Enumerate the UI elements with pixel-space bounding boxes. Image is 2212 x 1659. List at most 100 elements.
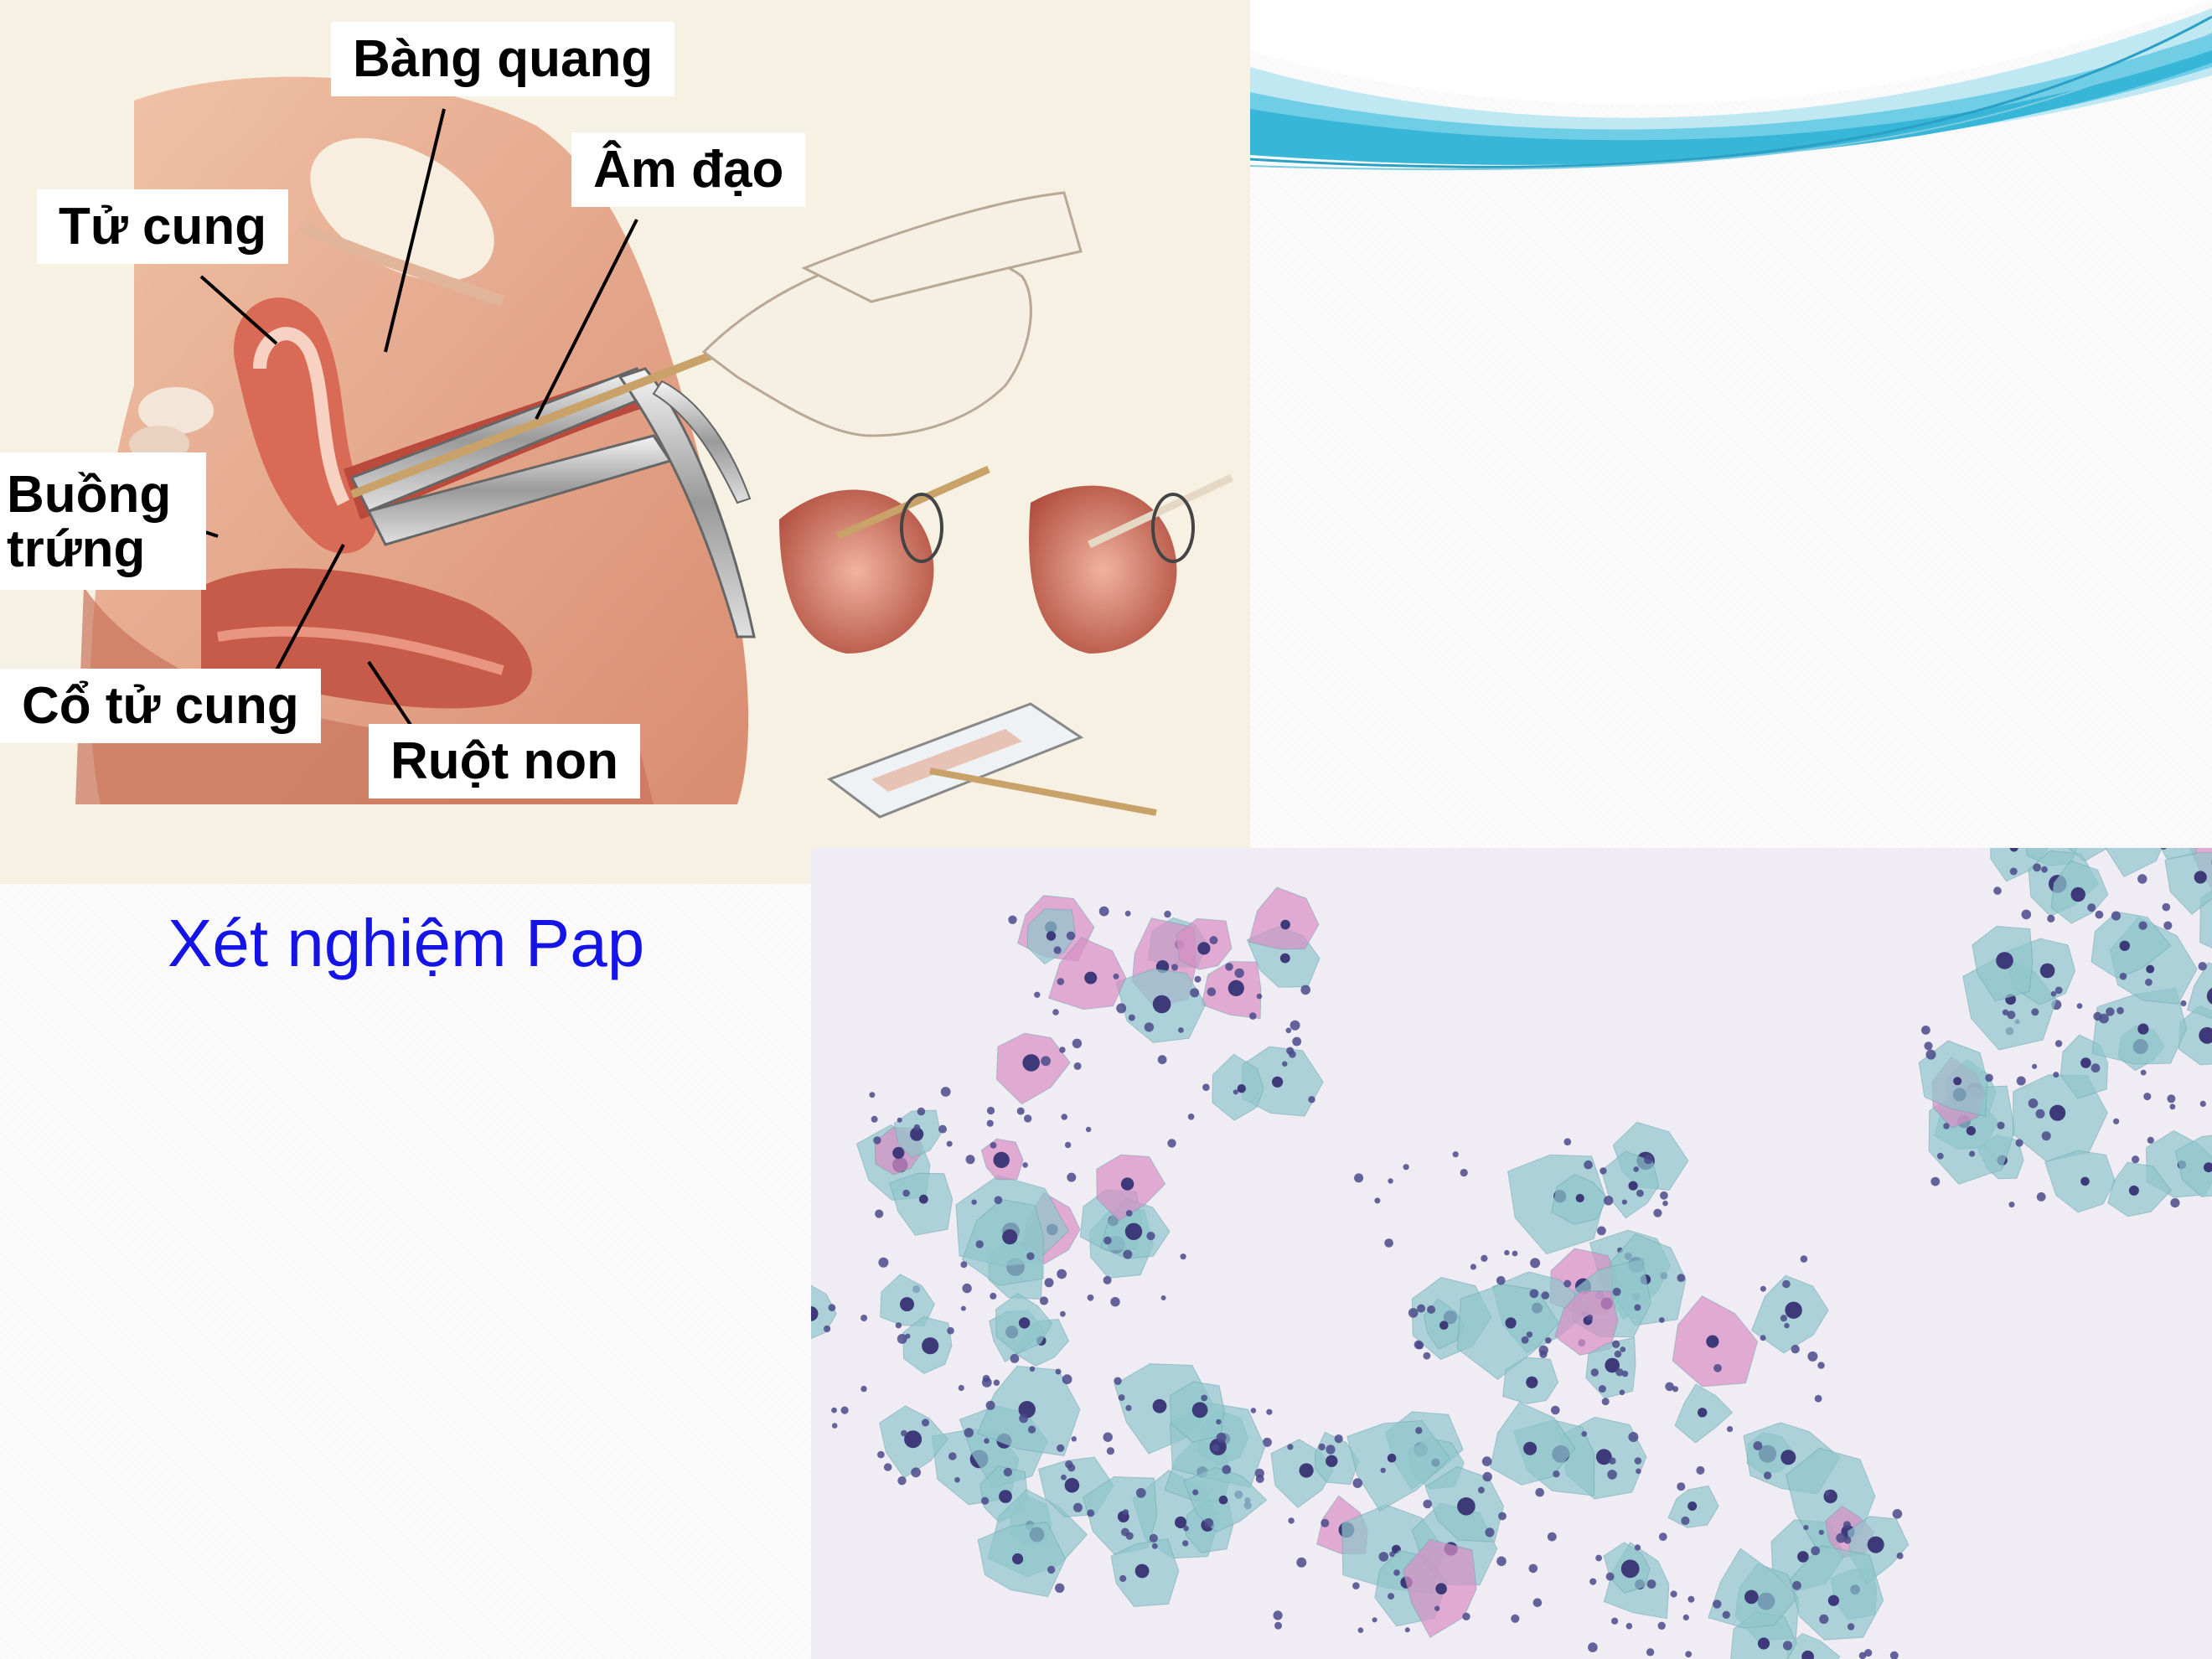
inflammatory-cell — [2095, 910, 2104, 919]
inflammatory-cell — [1320, 1518, 1330, 1527]
label-bladder: Bàng quang — [331, 22, 675, 97]
inflammatory-cell — [1672, 1386, 1679, 1393]
inflammatory-cell — [971, 1199, 977, 1205]
inflammatory-cell — [1061, 1114, 1067, 1120]
inflammatory-cell — [831, 1423, 838, 1429]
inflammatory-cell — [1403, 1164, 1409, 1171]
inflammatory-cell — [1601, 1398, 1610, 1406]
inflammatory-cell — [994, 1196, 1003, 1205]
inflammatory-cell — [1192, 1489, 1199, 1496]
inflammatory-cell — [1526, 1331, 1533, 1338]
inflammatory-cell — [869, 1092, 876, 1098]
inflammatory-cell — [1687, 1595, 1695, 1603]
inflammatory-cell — [1254, 1468, 1264, 1478]
cell-nucleus — [2199, 1026, 2212, 1044]
inflammatory-cell — [1496, 1556, 1507, 1567]
cell-nucleus — [1120, 1177, 1134, 1191]
inflammatory-cell — [2113, 1118, 2120, 1124]
inflammatory-cell — [1611, 1617, 1619, 1625]
squamous-cell — [1314, 1431, 1360, 1486]
inflammatory-cell — [1423, 1351, 1431, 1360]
inflammatory-cell — [985, 1400, 995, 1410]
inflammatory-cell — [1598, 1385, 1606, 1393]
cell-nucleus — [2049, 1104, 2066, 1121]
squamous-cell — [2067, 848, 2108, 862]
decorative-wave — [1250, 0, 2212, 171]
inflammatory-cell — [2132, 1155, 2140, 1164]
inflammatory-cell — [2054, 1040, 2063, 1047]
inflammatory-cell — [1539, 1350, 1548, 1358]
inflammatory-cell — [2016, 1076, 2026, 1086]
inflammatory-cell — [2035, 1109, 2045, 1119]
inflammatory-cell — [2031, 1008, 2039, 1016]
inflammatory-cell — [965, 1155, 975, 1165]
cell-nucleus — [1435, 1583, 1447, 1594]
inflammatory-cell — [1553, 1470, 1560, 1478]
cell-nucleus — [1780, 1450, 1796, 1465]
inflammatory-cell — [982, 1374, 990, 1382]
inflammatory-cell — [1055, 1368, 1062, 1375]
inflammatory-cell — [1116, 1003, 1127, 1014]
inflammatory-cell — [824, 1325, 831, 1333]
cell-nucleus — [999, 1490, 1012, 1503]
inflammatory-cell — [1289, 1020, 1300, 1031]
cell-nucleus — [811, 1306, 819, 1321]
cell-nucleus — [1706, 1335, 1719, 1348]
inflammatory-cell — [871, 1115, 878, 1123]
inflammatory-cell — [1662, 1200, 1668, 1207]
inflammatory-cell — [990, 1142, 997, 1149]
inflammatory-cell — [1481, 1456, 1492, 1466]
inflammatory-cell — [2143, 1093, 2152, 1101]
inflammatory-cell — [1149, 1533, 1158, 1543]
inflammatory-cell — [1124, 910, 1131, 917]
inflammatory-cell — [1936, 1152, 1944, 1160]
inflammatory-cell — [986, 1119, 994, 1127]
inflammatory-cell — [1052, 1009, 1059, 1016]
inflammatory-cell — [1119, 1574, 1127, 1583]
inflammatory-cell — [1600, 1167, 1607, 1175]
inflammatory-cell — [2147, 1136, 2154, 1144]
cell-nucleus — [2206, 988, 2212, 1005]
inflammatory-cell — [1274, 1621, 1282, 1630]
inflammatory-cell — [981, 1496, 990, 1505]
inflammatory-cell — [1477, 1486, 1485, 1494]
inflammatory-cell — [1636, 1468, 1641, 1475]
inflammatory-cell — [1658, 1532, 1667, 1541]
inflammatory-cell — [1103, 1236, 1112, 1245]
inflammatory-cell — [1202, 1083, 1210, 1091]
inflammatory-cell — [1071, 1436, 1077, 1442]
inflammatory-cell — [1462, 1612, 1470, 1620]
inflammatory-cell — [2041, 1131, 2051, 1141]
inflammatory-cell — [1182, 1540, 1189, 1547]
inflammatory-cell — [1053, 946, 1062, 954]
cell-nucleus — [1279, 953, 1290, 964]
inflammatory-cell — [1780, 1315, 1787, 1322]
inflammatory-cell — [1393, 1569, 1400, 1576]
inflammatory-cell — [861, 1385, 867, 1393]
inflammatory-cell — [1782, 1641, 1793, 1651]
inflammatory-cell — [1541, 1291, 1550, 1300]
inflammatory-cell — [1212, 1444, 1220, 1452]
inflammatory-cell — [1528, 1563, 1538, 1574]
inflammatory-cell — [1374, 1197, 1381, 1204]
inflammatory-cell — [911, 1467, 921, 1478]
cell-nucleus — [1237, 1084, 1246, 1093]
inflammatory-cell — [1372, 1617, 1377, 1623]
squamous-cell — [811, 1284, 837, 1340]
inflammatory-cell — [954, 1476, 960, 1483]
inflammatory-cell — [2036, 1192, 2046, 1202]
cell-nucleus — [1785, 1301, 1802, 1319]
inflammatory-cell — [1498, 1512, 1507, 1521]
cell-nucleus — [1064, 1477, 1080, 1493]
inflammatory-cell — [2111, 911, 2121, 921]
inflammatory-cell — [2160, 848, 2167, 850]
inflammatory-cell — [1282, 1061, 1288, 1067]
cell-nucleus — [1628, 1181, 1638, 1191]
cell-nucleus — [2204, 1162, 2212, 1173]
pap-smear-cells — [811, 848, 2212, 1659]
inflammatory-cell — [1026, 1252, 1035, 1260]
inflammatory-cell — [1334, 1434, 1343, 1444]
inflammatory-cell — [1118, 1394, 1125, 1401]
inflammatory-cell — [2002, 1009, 2009, 1016]
inflammatory-cell — [1114, 1377, 1122, 1385]
